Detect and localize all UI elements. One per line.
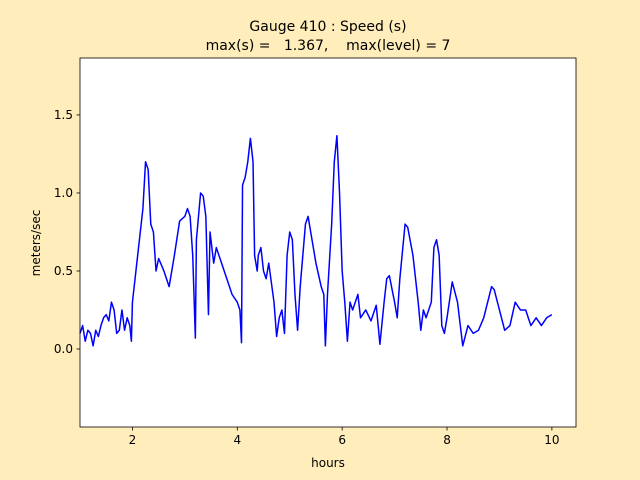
y-axis-label: meters/sec (29, 210, 43, 277)
x-tick-label: 2 (129, 433, 137, 447)
axes-frame (79, 57, 577, 428)
chart-title: Gauge 410 : Speed (s) (249, 19, 406, 35)
x-axis-label: hours (311, 456, 345, 470)
data-line (79, 134, 553, 347)
x-tick-label: 10 (544, 433, 559, 447)
y-tick-label: 0.0 (54, 342, 73, 356)
y-tick-label: 1.5 (54, 108, 73, 122)
x-tick-label: 4 (233, 433, 241, 447)
plot-area (80, 58, 576, 427)
y-tick-label: 1.0 (54, 186, 73, 200)
x-tick-label: 6 (338, 433, 346, 447)
chart-subtitle: max(s) = 1.367, max(level) = 7 (206, 38, 451, 54)
y-tick-label: 0.5 (54, 264, 73, 278)
x-tick-label: 8 (443, 433, 451, 447)
